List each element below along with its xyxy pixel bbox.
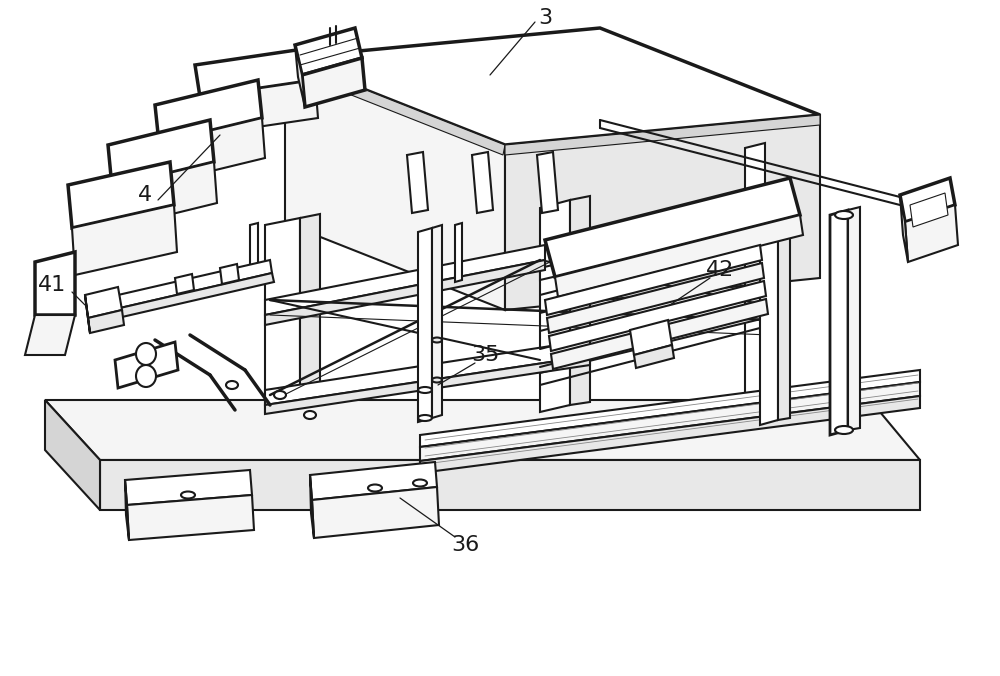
Ellipse shape: [181, 491, 195, 498]
Ellipse shape: [304, 411, 316, 419]
Ellipse shape: [432, 377, 442, 383]
Polygon shape: [155, 80, 262, 143]
Polygon shape: [302, 58, 365, 107]
Ellipse shape: [432, 337, 442, 343]
Text: 36: 36: [451, 535, 479, 555]
Polygon shape: [68, 162, 174, 228]
Polygon shape: [159, 118, 265, 183]
Polygon shape: [634, 345, 674, 368]
Ellipse shape: [136, 343, 156, 365]
Polygon shape: [112, 162, 217, 228]
Polygon shape: [175, 274, 194, 294]
Polygon shape: [265, 356, 590, 414]
Text: 41: 41: [38, 275, 66, 295]
Text: 42: 42: [706, 260, 734, 280]
Polygon shape: [120, 273, 274, 317]
Polygon shape: [545, 245, 762, 315]
Polygon shape: [455, 223, 462, 282]
Polygon shape: [265, 340, 590, 405]
Polygon shape: [295, 28, 362, 75]
Text: 3: 3: [538, 8, 552, 28]
Polygon shape: [127, 495, 254, 540]
Ellipse shape: [136, 365, 156, 387]
Polygon shape: [537, 152, 558, 213]
Polygon shape: [200, 80, 318, 135]
Polygon shape: [505, 115, 820, 155]
Polygon shape: [551, 299, 768, 369]
Polygon shape: [285, 58, 505, 310]
Polygon shape: [540, 200, 570, 412]
Polygon shape: [265, 218, 300, 412]
Polygon shape: [72, 205, 177, 275]
Polygon shape: [300, 214, 320, 405]
Polygon shape: [45, 400, 100, 510]
Polygon shape: [310, 475, 314, 538]
Polygon shape: [265, 260, 545, 325]
Polygon shape: [118, 260, 272, 308]
Polygon shape: [900, 195, 908, 262]
Polygon shape: [250, 223, 258, 267]
Polygon shape: [195, 48, 315, 97]
Polygon shape: [312, 487, 439, 538]
Polygon shape: [35, 252, 75, 315]
Polygon shape: [407, 152, 428, 213]
Polygon shape: [418, 228, 432, 422]
Polygon shape: [85, 287, 122, 318]
Polygon shape: [547, 263, 764, 333]
Polygon shape: [432, 225, 442, 418]
Polygon shape: [570, 196, 590, 405]
Polygon shape: [505, 115, 820, 310]
Polygon shape: [265, 245, 545, 315]
Polygon shape: [830, 210, 848, 435]
Polygon shape: [745, 143, 765, 395]
Polygon shape: [125, 470, 252, 505]
Polygon shape: [900, 178, 955, 222]
Ellipse shape: [274, 391, 286, 399]
Polygon shape: [540, 215, 765, 280]
Ellipse shape: [226, 381, 238, 389]
Polygon shape: [420, 396, 920, 473]
Polygon shape: [283, 58, 505, 155]
Polygon shape: [45, 400, 920, 460]
Text: 35: 35: [471, 345, 499, 365]
Ellipse shape: [368, 485, 382, 491]
Polygon shape: [630, 320, 672, 355]
Text: 4: 4: [138, 185, 152, 205]
Polygon shape: [472, 152, 493, 213]
Polygon shape: [910, 193, 948, 227]
Polygon shape: [760, 235, 778, 425]
Polygon shape: [555, 215, 803, 297]
Polygon shape: [420, 370, 920, 447]
Polygon shape: [549, 281, 766, 351]
Polygon shape: [310, 462, 437, 500]
Polygon shape: [420, 382, 920, 461]
Ellipse shape: [418, 387, 432, 393]
Polygon shape: [108, 120, 214, 187]
Polygon shape: [545, 178, 800, 277]
Polygon shape: [295, 45, 305, 107]
Polygon shape: [220, 264, 239, 284]
Polygon shape: [100, 460, 920, 510]
Polygon shape: [85, 295, 90, 333]
Polygon shape: [848, 207, 860, 430]
Ellipse shape: [413, 479, 427, 487]
Polygon shape: [540, 305, 765, 373]
Ellipse shape: [835, 426, 853, 434]
Ellipse shape: [418, 415, 432, 421]
Polygon shape: [125, 480, 129, 540]
Polygon shape: [25, 315, 75, 355]
Polygon shape: [88, 310, 124, 333]
Polygon shape: [778, 232, 790, 420]
Polygon shape: [905, 205, 958, 262]
Polygon shape: [115, 342, 178, 388]
Polygon shape: [285, 28, 820, 145]
Ellipse shape: [835, 211, 853, 219]
